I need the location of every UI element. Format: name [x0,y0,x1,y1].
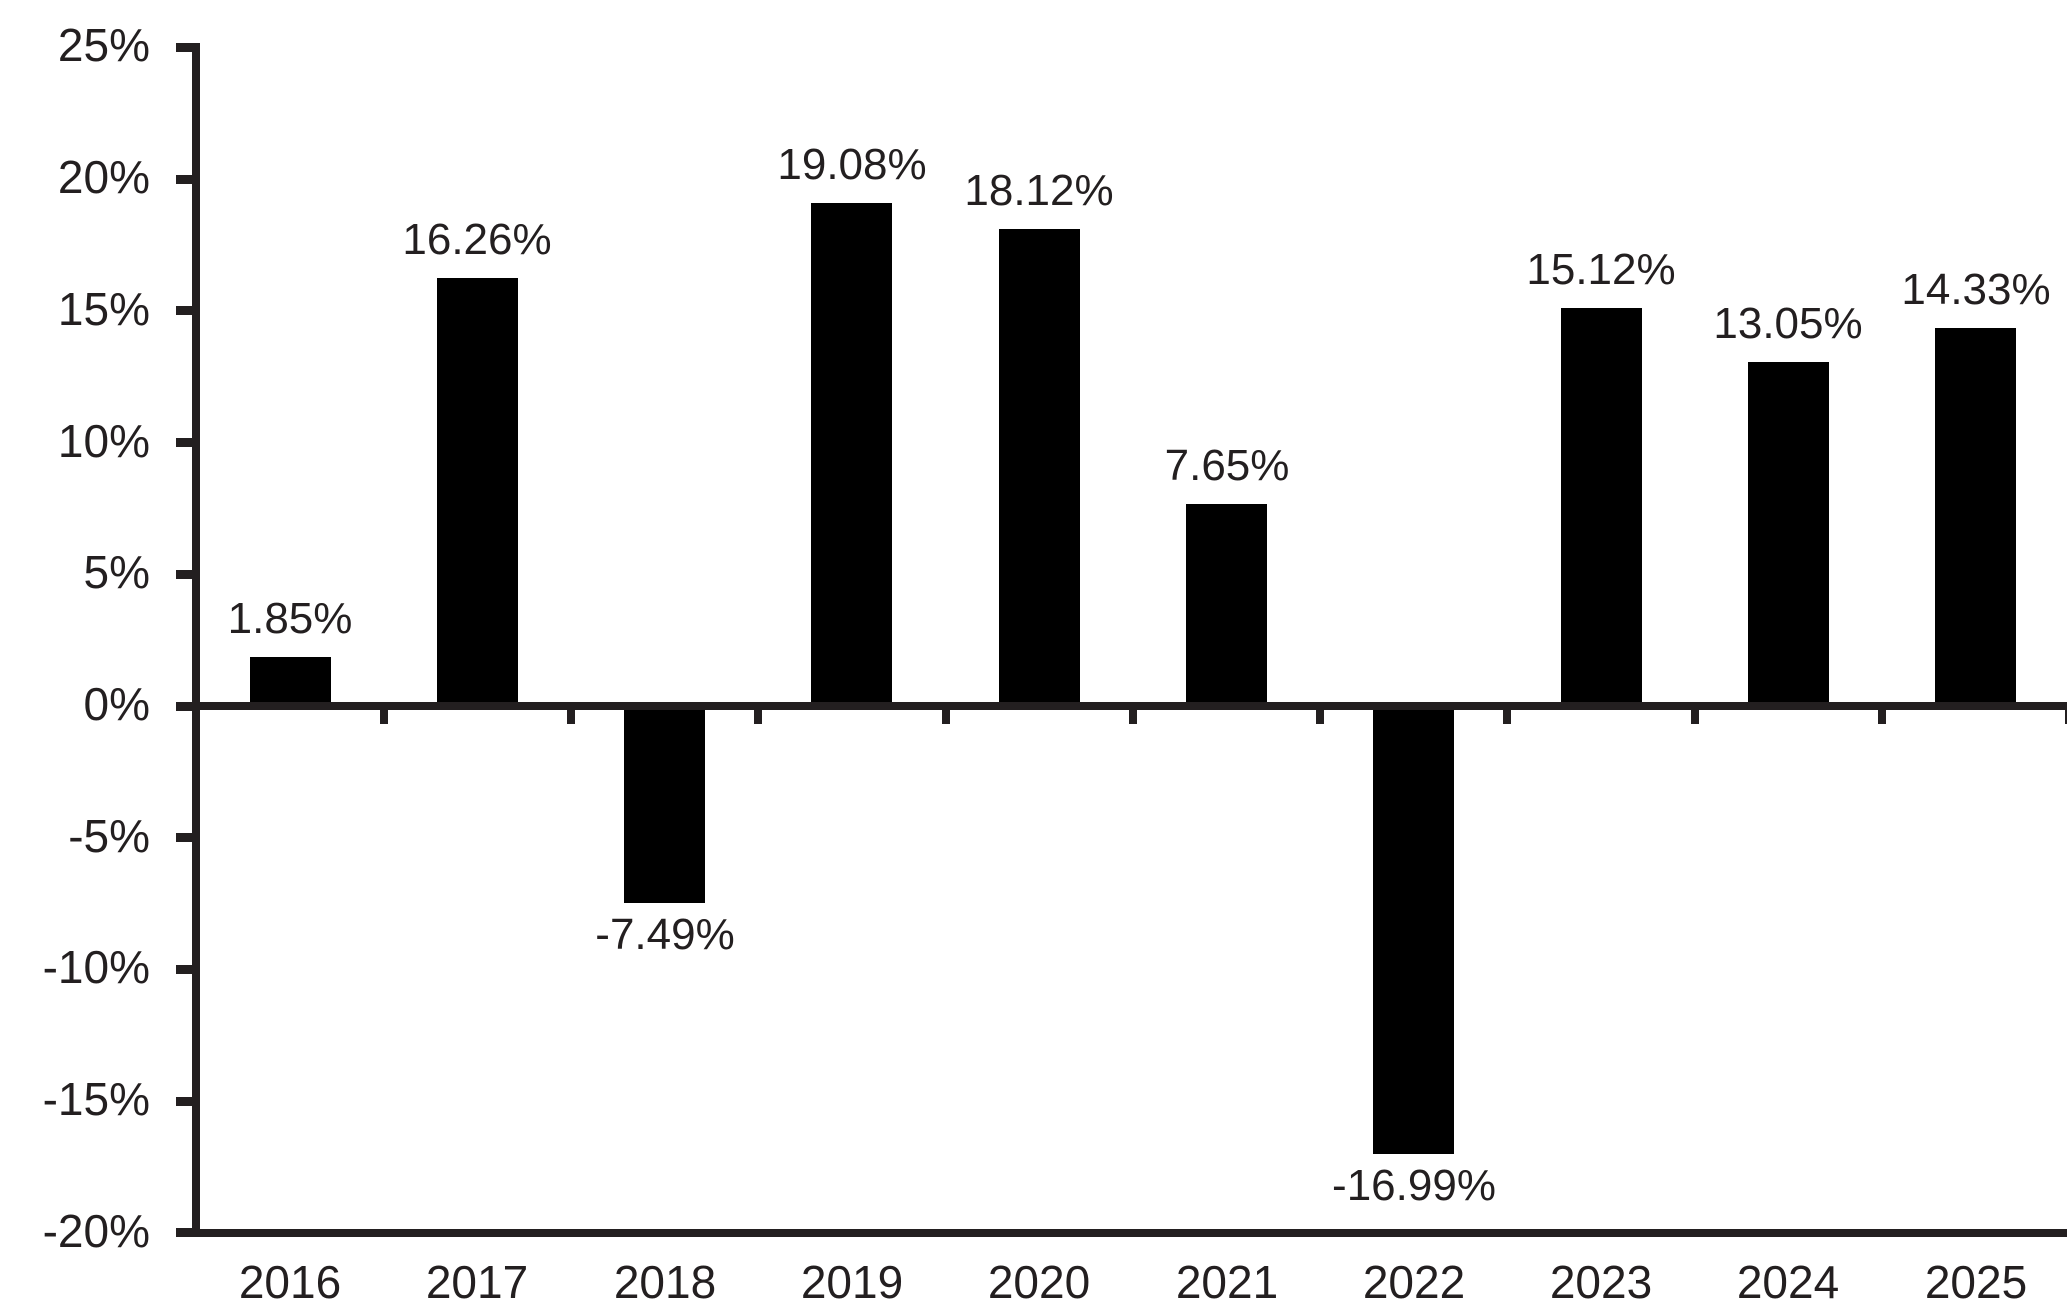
bar-value-label: 18.12% [964,166,1114,215]
y-tick [176,175,193,184]
x-axis-year-label: 2025 [1924,1256,2028,1308]
bar [811,203,892,706]
x-axis-year-label: 2018 [613,1256,717,1308]
bar-value-label: 7.65% [1164,441,1290,490]
x-tick [1129,702,1137,724]
y-tick-label: 5% [83,546,150,598]
x-axis-year-label: 2022 [1362,1256,1466,1308]
bar [1186,504,1267,706]
x-axis-year-label: 2021 [1175,1256,1279,1308]
x-axis-year-label: 2017 [425,1256,529,1308]
bottom-axis-line [177,1229,2067,1237]
bar [1561,308,1642,706]
y-tick-label: -15% [42,1073,150,1125]
x-tick [1878,702,1886,724]
y-axis-line [192,43,200,1237]
x-tick [1691,702,1699,724]
y-tick-label: -5% [68,810,150,862]
y-tick [176,570,193,579]
x-axis-year-label: 2020 [987,1256,1091,1308]
x-tick [1503,702,1511,724]
bar [1748,362,1829,706]
x-tick [2065,702,2067,724]
y-tick-label: 15% [57,283,150,335]
x-tick [942,702,950,724]
bar-value-label: 19.08% [777,140,927,189]
x-tick [1316,702,1324,724]
bar [1373,706,1454,1154]
bar [250,657,331,706]
y-tick [176,43,193,52]
bar [624,706,705,903]
y-tick-label: 20% [57,151,150,203]
x-tick [380,702,388,724]
y-tick [176,965,193,974]
y-tick-label: 10% [57,415,150,467]
y-tick [176,438,193,447]
bar [437,278,518,706]
x-tick [567,702,575,724]
y-tick-label: -20% [42,1205,150,1257]
bar-value-label: 13.05% [1713,299,1863,348]
bar-value-label: 16.26% [402,215,552,264]
y-tick-label: -10% [42,941,150,993]
bar-value-label: -7.49% [595,910,735,959]
x-axis-year-label: 2016 [238,1256,342,1308]
bar [1935,328,2016,706]
bar [999,229,1080,706]
bar-value-label: 1.85% [227,594,353,643]
y-tick-label: 25% [57,19,150,71]
x-axis-year-label: 2024 [1736,1256,1840,1308]
x-axis-year-label: 2019 [800,1256,904,1308]
y-tick-label: 0% [83,678,150,730]
bar-value-label: 15.12% [1526,245,1676,294]
x-axis-zero-line [177,702,2067,710]
bar-value-label: -16.99% [1332,1161,1496,1210]
y-tick [176,1097,193,1106]
bar-value-label: 14.33% [1901,265,2051,314]
x-axis-year-label: 2023 [1549,1256,1653,1308]
x-tick [754,702,762,724]
y-tick [176,306,193,315]
y-tick [176,833,193,842]
